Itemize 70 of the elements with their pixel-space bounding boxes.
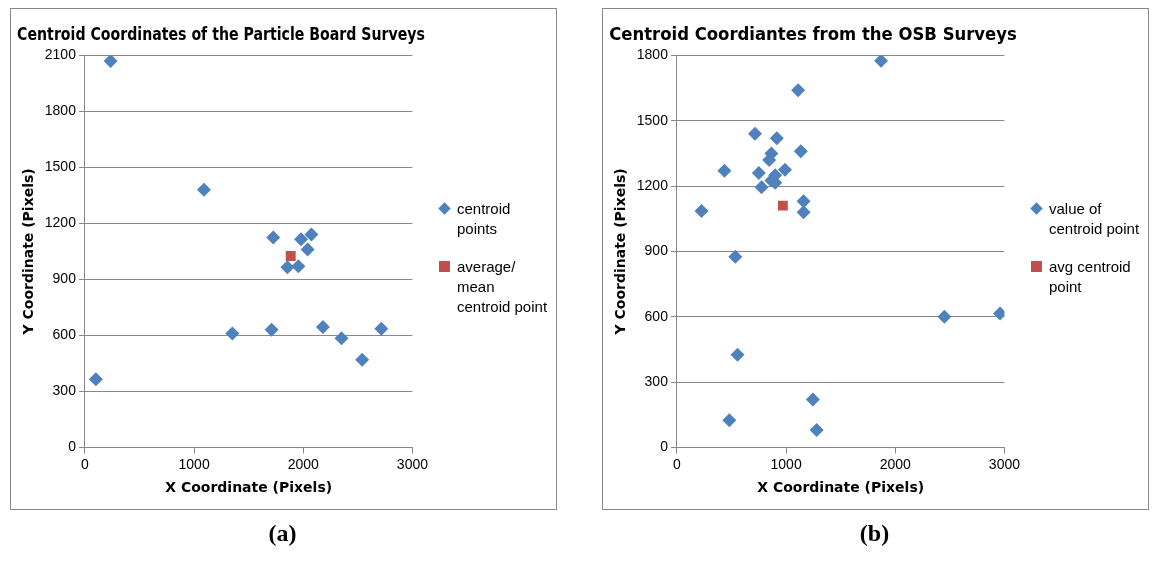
point	[751, 166, 766, 180]
point	[777, 200, 788, 211]
chart-title: Centroid Coordinates of the Particle Board Surveys	[17, 23, 425, 44]
x-tick-label: 3000	[396, 455, 429, 472]
point	[791, 83, 806, 98]
point	[748, 126, 762, 141]
point	[796, 194, 811, 209]
point	[374, 321, 389, 336]
x-tick-label: 2000	[879, 455, 912, 472]
text: (b)	[858, 520, 891, 547]
y-tick-label: 2100	[44, 46, 77, 63]
point	[796, 205, 811, 220]
y-tick-label: 1500	[44, 158, 77, 175]
legend-label: value of centroid point	[1049, 199, 1141, 239]
point	[315, 320, 330, 334]
point	[717, 163, 732, 178]
legend-label: centroid points	[457, 199, 512, 239]
text: (a)	[267, 520, 298, 547]
y-tick-label: 900	[52, 270, 77, 287]
y-tick-label: 1200	[636, 176, 669, 193]
chart-title: Centroid Coordiantes from the OSB Surveys	[609, 23, 1017, 44]
point	[225, 326, 240, 341]
point	[937, 309, 952, 324]
point	[754, 180, 769, 195]
y-axis-title: Y Coordinate (Pixels)	[612, 168, 629, 336]
point	[694, 204, 709, 219]
y-tick-label: 1500	[636, 111, 669, 128]
x-axis-title: X Coordinate (Pixels)	[757, 479, 925, 496]
point	[730, 347, 745, 362]
y-tick-label: 900	[644, 242, 669, 259]
point	[196, 182, 211, 197]
point	[769, 131, 784, 146]
x-tick-label: 0	[81, 455, 90, 472]
point	[103, 55, 118, 68]
point	[280, 260, 295, 275]
y-tick-label: 0	[68, 438, 77, 455]
point	[300, 242, 315, 257]
point	[266, 230, 281, 245]
y-tick-label: 0	[660, 438, 669, 455]
x-tick-label: 0	[673, 455, 682, 472]
point	[778, 162, 793, 177]
y-axis-title: Y Coordinate (Pixels)	[20, 168, 37, 336]
legend-label: average/ mean centroid point	[457, 257, 549, 317]
point	[793, 144, 808, 159]
y-tick-label: 1800	[44, 102, 77, 119]
y-tick-label: 600	[644, 307, 669, 324]
point	[728, 249, 743, 264]
point	[294, 232, 309, 247]
point	[334, 331, 349, 346]
point	[285, 251, 296, 262]
point	[805, 392, 820, 407]
point	[355, 352, 370, 367]
point	[264, 322, 279, 337]
point	[88, 372, 103, 387]
y-tick-label: 600	[52, 326, 77, 343]
x-tick-label: 3000	[988, 455, 1021, 472]
point	[291, 259, 306, 274]
point	[304, 227, 319, 242]
y-tick-label: 300	[52, 382, 77, 399]
legend-label: avg centroid point	[1049, 257, 1132, 297]
point	[722, 413, 737, 428]
point	[809, 422, 824, 437]
y-tick-label: 1800	[636, 46, 669, 63]
x-tick-label: 1000	[770, 455, 802, 472]
y-tick-label: 300	[644, 372, 669, 389]
x-axis-title: X Coordinate (Pixels)	[165, 479, 333, 496]
y-tick-label: 1200	[44, 214, 77, 231]
x-tick-label: 2000	[287, 455, 320, 472]
x-tick-label: 1000	[178, 455, 210, 472]
point	[874, 55, 889, 68]
